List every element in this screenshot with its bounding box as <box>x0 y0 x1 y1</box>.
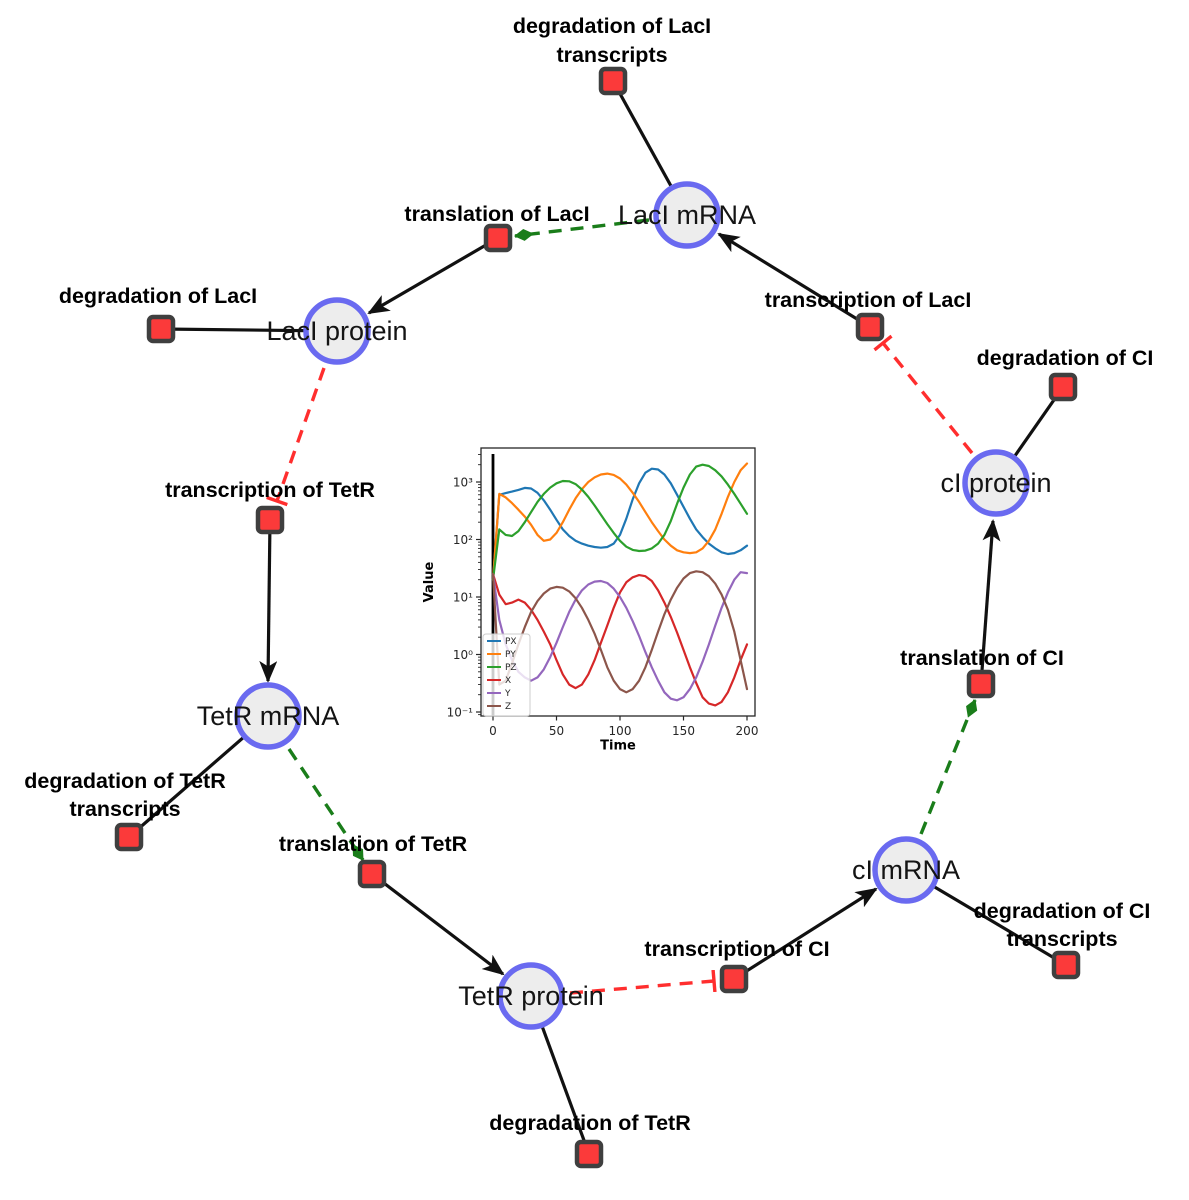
y-tick-label: 10⁻¹ <box>447 706 474 720</box>
reaction-label-transcription-ci: transcription of CI <box>644 937 829 961</box>
edge-translation-laci-to-protein <box>367 236 499 315</box>
edge-translation-tetr-to-protein <box>371 872 505 976</box>
edge-transcription-ci-to-mrna <box>733 887 878 981</box>
reaction-label-translation-laci: translation of LacI <box>404 202 589 226</box>
reaction-node-translation-tetr <box>357 859 387 889</box>
species-node-laci-mrna <box>653 181 721 249</box>
y-tick-label: 10² <box>453 533 473 547</box>
reaction-label-degradation-laci-transcripts-1: degradation of LacI <box>513 14 711 38</box>
product-edges <box>259 232 1001 981</box>
series-line-PZ <box>491 463 749 581</box>
legend-label-X: X <box>505 676 511 686</box>
y-tick-label: 10¹ <box>453 591 473 605</box>
reaction-node-degradation-tetr-transcripts <box>114 822 144 852</box>
legend-label-Y: Y <box>504 689 511 699</box>
reaction-node-translation-laci <box>483 223 513 253</box>
species-node-ci-protein <box>962 449 1030 517</box>
y-tick-label: 10³ <box>453 476 473 490</box>
x-axis-label: Time <box>600 739 636 754</box>
legend-label-Z: Z <box>505 702 511 712</box>
chart-series-group <box>491 462 749 707</box>
chart-legend: PX PY PZ XYZ <box>482 633 531 717</box>
edge-laci-protein-inhibits-transcription-tetr <box>266 367 326 507</box>
edge-transcription-laci-to-mrna <box>717 232 871 329</box>
reaction-node-degradation-laci <box>146 314 176 344</box>
species-labels: LacI mRNA LacI protein TetR mRNA TetR pr… <box>197 200 1052 1011</box>
series-line-Y <box>491 571 749 702</box>
y-tick-label: 10⁰ <box>453 648 473 662</box>
x-tick-label: 50 <box>549 724 564 738</box>
edge-laci-mrna-modifies-translation <box>514 218 650 241</box>
species-label-tetr-mrna: TetR mRNA <box>197 701 340 731</box>
reaction-node-transcription-ci <box>719 964 749 994</box>
legend-label-PZ: PZ <box>505 663 517 673</box>
plot-frame <box>480 447 756 717</box>
reaction-label-degradation-laci: degradation of LacI <box>59 284 257 308</box>
reaction-label-transcription-tetr: transcription of TetR <box>165 478 375 502</box>
legend-label-PY: PY <box>505 650 516 660</box>
reaction-label-degradation-ci: degradation of CI <box>977 346 1154 370</box>
reaction-nodes <box>114 66 1081 1169</box>
reaction-label-degradation-ci-transcripts-1: degradation of CI <box>974 899 1151 923</box>
series-line-PX <box>491 467 749 581</box>
edge-transcription-tetr-to-mrna <box>259 519 278 683</box>
reaction-node-degradation-ci-transcripts <box>1051 950 1081 980</box>
reaction-label-translation-ci: translation of CI <box>900 646 1064 670</box>
reaction-node-transcription-laci <box>855 312 885 342</box>
legend-label-PX: PX <box>505 637 517 647</box>
species-node-tetr-protein <box>497 962 565 1030</box>
edge-translation-ci-to-protein <box>979 519 1001 685</box>
species-label-tetr-protein: TetR protein <box>458 981 604 1011</box>
inhibition-edges <box>266 334 974 995</box>
reaction-node-degradation-laci-transcripts <box>598 66 628 96</box>
reaction-node-translation-ci <box>966 669 996 699</box>
species-node-tetr-mrna <box>234 682 302 750</box>
reaction-labels: degradation of LacI transcripts translat… <box>24 14 1153 1135</box>
species-label-ci-protein: cI protein <box>940 468 1051 498</box>
reaction-label-degradation-tetr-transcripts-1: degradation of TetR <box>24 769 226 793</box>
reaction-label-degradation-laci-transcripts-2: transcripts <box>556 43 667 67</box>
x-tick-label: 100 <box>609 724 632 738</box>
species-node-laci-protein <box>303 297 371 365</box>
reaction-label-transcription-laci: transcription of LacI <box>765 288 972 312</box>
edge-ci-protein-inhibits-transcription-laci <box>873 334 974 455</box>
reaction-label-degradation-tetr-transcripts-2: transcripts <box>69 797 180 821</box>
reaction-label-degradation-ci-transcripts-2: transcripts <box>1006 927 1117 951</box>
x-tick-label: 200 <box>736 724 759 738</box>
edge-ci-mrna-modifies-translation <box>919 699 978 835</box>
series-line-Z <box>491 570 749 694</box>
species-nodes <box>234 181 1030 1030</box>
reaction-node-degradation-ci <box>1048 372 1078 402</box>
series-line-PY <box>491 462 749 581</box>
reaction-label-degradation-tetr: degradation of TetR <box>489 1111 691 1135</box>
reaction-label-translation-tetr: translation of TetR <box>279 832 468 856</box>
reaction-node-degradation-tetr <box>574 1139 604 1169</box>
x-tick-label: 0 <box>489 724 497 738</box>
species-label-laci-protein: LacI protein <box>266 316 407 346</box>
species-label-ci-mrna: cI mRNA <box>852 855 960 885</box>
reaction-node-transcription-tetr <box>255 505 285 535</box>
species-label-laci-mrna: LacI mRNA <box>618 200 756 230</box>
series-line-X <box>491 573 749 707</box>
modifier-edges <box>287 218 978 861</box>
y-axis-label: Value <box>422 561 437 602</box>
edge-tetr-mrna-modifies-translation <box>287 748 365 861</box>
edge-tetr-protein-inhibits-transcription-ci <box>569 969 717 995</box>
x-tick-label: 150 <box>672 724 695 738</box>
species-node-ci-mrna <box>872 836 940 904</box>
